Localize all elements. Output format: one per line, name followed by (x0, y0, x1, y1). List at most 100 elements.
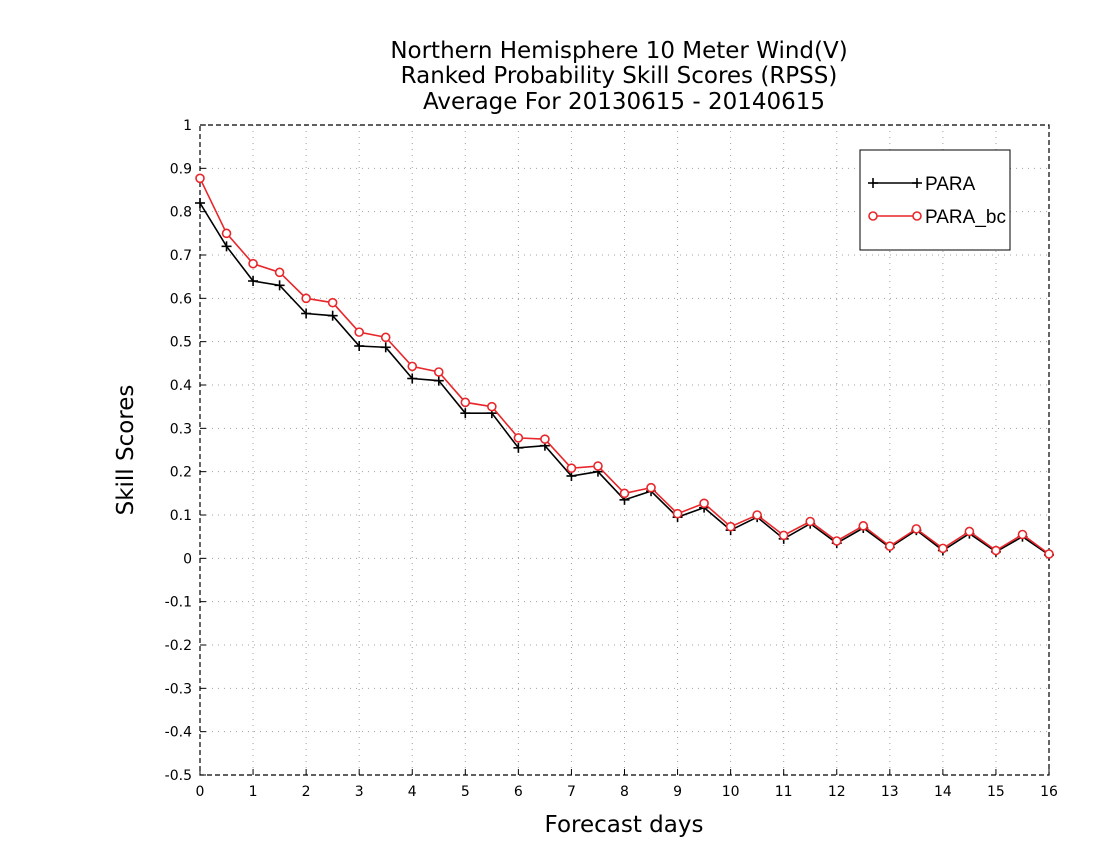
legend-marker (868, 211, 878, 221)
x-tick-label: 3 (355, 784, 364, 800)
data-point (433, 367, 444, 377)
x-axis-title: Forecast days (545, 812, 704, 838)
data-point (831, 536, 842, 546)
data-point (566, 463, 577, 474)
legend-marker (868, 178, 878, 188)
data-point (540, 434, 550, 444)
data-point (752, 510, 762, 520)
data-point (619, 488, 630, 499)
data-point (460, 408, 471, 419)
data-point (407, 361, 418, 372)
y-tick-label: 0.3 (170, 421, 192, 437)
data-point (938, 543, 948, 554)
y-tick-label: 0.6 (170, 291, 192, 307)
y-tick-label: 0.1 (170, 508, 192, 524)
data-point (513, 433, 524, 443)
x-tick-label: 11 (775, 784, 793, 800)
x-tick-label: 10 (722, 784, 740, 800)
x-tick-label: 6 (514, 784, 523, 800)
data-point (672, 508, 683, 519)
x-tick-label: 2 (302, 784, 311, 800)
title-line-1: Northern Hemisphere 10 Meter Wind(V) (390, 38, 847, 64)
x-tick-label: 16 (1040, 784, 1058, 800)
y-tick-label: 1 (183, 118, 192, 134)
data-point (433, 375, 444, 386)
data-point (964, 526, 975, 537)
data-point (248, 258, 258, 269)
data-point (778, 530, 789, 541)
x-tick-label: 14 (934, 784, 952, 800)
x-tick-label: 0 (196, 784, 205, 800)
series-para-bc (195, 173, 1054, 559)
legend: PARA PARA_bc (859, 149, 1011, 251)
legend-entry: PARA (868, 174, 976, 195)
y-tick-label: -0.5 (165, 768, 192, 784)
data-point (221, 241, 232, 252)
data-point (991, 545, 1001, 556)
data-point (725, 521, 736, 532)
data-point (646, 482, 656, 493)
x-tick-label: 1 (249, 784, 258, 800)
data-point (805, 516, 816, 527)
legend-marker (912, 178, 922, 188)
data-point (301, 308, 312, 319)
data-point (1017, 529, 1028, 540)
y-tick-label: 0.2 (170, 465, 192, 481)
data-point (248, 276, 259, 286)
y-tick-label: -0.3 (165, 681, 192, 697)
y-tick-label: 0 (183, 551, 192, 567)
data-point (221, 228, 232, 239)
data-point (407, 373, 418, 384)
data-point (911, 524, 922, 534)
legend-label: PARA (925, 174, 976, 195)
title-line-2: Ranked Probability Skill Scores (RPSS) (401, 63, 838, 89)
data-point (195, 198, 205, 208)
x-tick-label: 13 (881, 784, 899, 800)
x-tick-label: 12 (828, 784, 846, 800)
axis-ticks: 0 1 2 3 4 5 6 7 8 9 10 11 12 13 14 15 16-0.5-0.4-0.3-0.2… (165, 118, 1058, 800)
chart-title: Northern Hemisphere 10 Meter Wind(V) Ran… (390, 38, 847, 115)
x-tick-label: 9 (673, 784, 682, 800)
data-point (380, 332, 391, 343)
y-tick-label: 0.5 (170, 335, 192, 351)
data-point (301, 293, 311, 304)
data-point (327, 310, 338, 321)
data-point (460, 397, 471, 408)
y-tick-label: 0.4 (170, 378, 192, 394)
y-tick-label: -0.1 (165, 595, 192, 611)
x-tick-label: 5 (461, 784, 470, 800)
series-para (195, 198, 1054, 560)
data-point (593, 461, 603, 471)
legend-box (859, 149, 1011, 251)
title-line-3: Average For 20130615 - 20140615 (423, 89, 825, 115)
data-point (487, 401, 497, 412)
y-tick-label: 0.8 (170, 205, 192, 221)
data-point (699, 498, 709, 509)
data-point (354, 341, 365, 351)
data-point (354, 327, 364, 337)
y-tick-label: -0.2 (165, 638, 192, 654)
data-point (380, 342, 391, 353)
data-point (885, 541, 895, 552)
data-point (513, 442, 524, 453)
legend-marker (912, 211, 922, 221)
x-tick-label: 7 (567, 784, 576, 800)
data-point (274, 267, 285, 278)
series-layer (195, 173, 1054, 560)
y-tick-label: 0.9 (170, 161, 192, 177)
data-point (1044, 549, 1054, 559)
data-point (274, 280, 285, 291)
grid-lines (200, 125, 1049, 775)
data-point (327, 297, 338, 308)
data-point (858, 521, 869, 531)
x-tick-label: 4 (408, 784, 417, 800)
y-tick-label: 0.7 (170, 248, 192, 264)
y-axis-title: Skill Scores (113, 385, 139, 516)
legend-entry: PARA_bc (868, 207, 1006, 228)
y-tick-label: -0.4 (165, 725, 192, 741)
x-tick-label: 15 (987, 784, 1005, 800)
x-tick-label: 8 (620, 784, 629, 800)
legend-label: PARA_bc (925, 207, 1006, 228)
data-point (195, 173, 205, 184)
